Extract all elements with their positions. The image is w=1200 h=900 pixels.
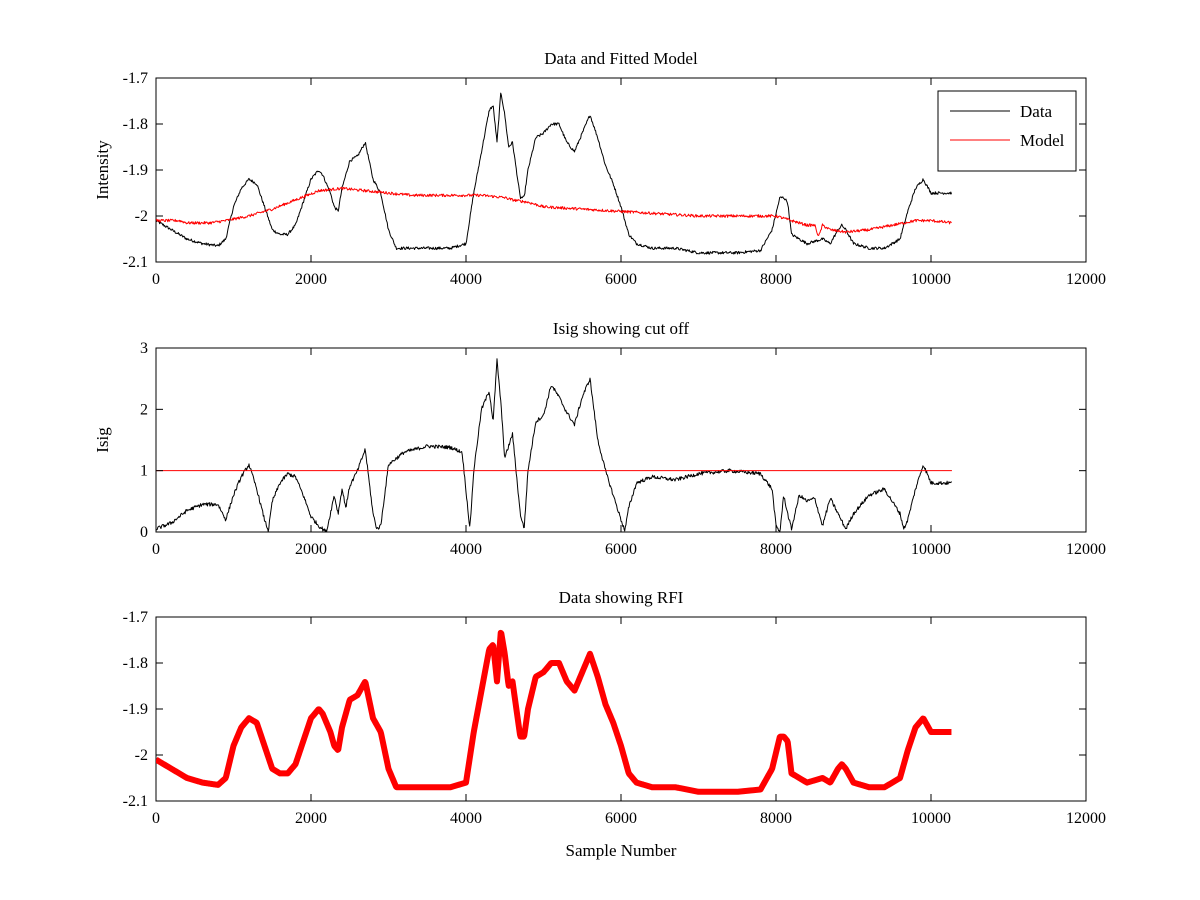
subplot-1: 0 2000 4000 6000 8000 10000 12000 -1.7 -1.8 -1.9 -… bbox=[93, 49, 1106, 288]
legend: Data Model bbox=[937, 90, 1077, 172]
x-tick-label: 10000 bbox=[911, 541, 951, 558]
y-axis-label: Isig bbox=[93, 427, 112, 453]
x-tick-label: 8000 bbox=[760, 810, 792, 827]
x-tick-label: 8000 bbox=[760, 271, 792, 288]
chart-title: Data showing RFI bbox=[559, 588, 684, 607]
series-line-1-2 bbox=[156, 186, 952, 237]
x-tick-label: 0 bbox=[152, 271, 160, 288]
x-tick-label: 0 bbox=[152, 810, 160, 827]
y-tick-label: -2 bbox=[135, 208, 148, 225]
legend-box bbox=[937, 90, 1077, 172]
y-tick-label: -1.8 bbox=[123, 655, 148, 672]
y-tick-label: -1.9 bbox=[123, 162, 148, 179]
y-tick-label: -1.8 bbox=[123, 116, 148, 133]
x-tick-label: 4000 bbox=[450, 810, 482, 827]
series-line-3-1 bbox=[156, 629, 954, 795]
axes-box bbox=[155, 616, 1087, 802]
y-tick-label: -1.7 bbox=[123, 70, 148, 87]
y-tick-label: -1.9 bbox=[123, 701, 148, 718]
x-tick-label: 10000 bbox=[911, 271, 951, 288]
x-tick-label: 6000 bbox=[605, 541, 637, 558]
chart-title: Isig showing cut off bbox=[553, 319, 689, 338]
x-tick-label: 6000 bbox=[605, 810, 637, 827]
legend-label: Data bbox=[1020, 102, 1053, 121]
axes-box bbox=[155, 347, 1087, 533]
x-tick-label: 12000 bbox=[1066, 541, 1106, 558]
series-line-2-1 bbox=[156, 358, 952, 532]
y-tick-label: -2.1 bbox=[123, 254, 148, 271]
x-tick-label: 4000 bbox=[450, 541, 482, 558]
x-tick-label: 6000 bbox=[605, 271, 637, 288]
y-tick-label: -1.7 bbox=[123, 609, 148, 626]
x-tick-label: 12000 bbox=[1066, 271, 1106, 288]
y-tick-label: -2 bbox=[135, 747, 148, 764]
x-tick-label: 4000 bbox=[450, 271, 482, 288]
x-tick-label: 8000 bbox=[760, 541, 792, 558]
x-tick-label: 2000 bbox=[295, 810, 327, 827]
x-tick-label: 12000 bbox=[1066, 810, 1106, 827]
x-axis-label: Sample Number bbox=[566, 841, 677, 860]
x-tick-label: 2000 bbox=[295, 541, 327, 558]
y-tick-label: 2 bbox=[140, 401, 148, 418]
y-tick-label: -2.1 bbox=[123, 793, 148, 810]
chart-title: Data and Fitted Model bbox=[544, 49, 698, 68]
legend-label: Model bbox=[1020, 131, 1065, 150]
subplot-2: 0 2000 4000 6000 8000 10000 12000 0 1 2 3 Isig show… bbox=[93, 319, 1106, 558]
x-tick-label: 0 bbox=[152, 541, 160, 558]
y-tick-label: 3 bbox=[140, 340, 148, 357]
y-axis-label: Intensity bbox=[93, 140, 112, 200]
subplot-3: 0 2000 4000 6000 8000 10000 12000 -1.7 -1.8 -1.9 -… bbox=[123, 588, 1106, 860]
x-tick-label: 2000 bbox=[295, 271, 327, 288]
y-tick-label: 1 bbox=[140, 463, 148, 480]
series-line-1-1 bbox=[156, 92, 952, 255]
y-tick-label: 0 bbox=[140, 524, 148, 541]
x-tick-label: 10000 bbox=[911, 810, 951, 827]
